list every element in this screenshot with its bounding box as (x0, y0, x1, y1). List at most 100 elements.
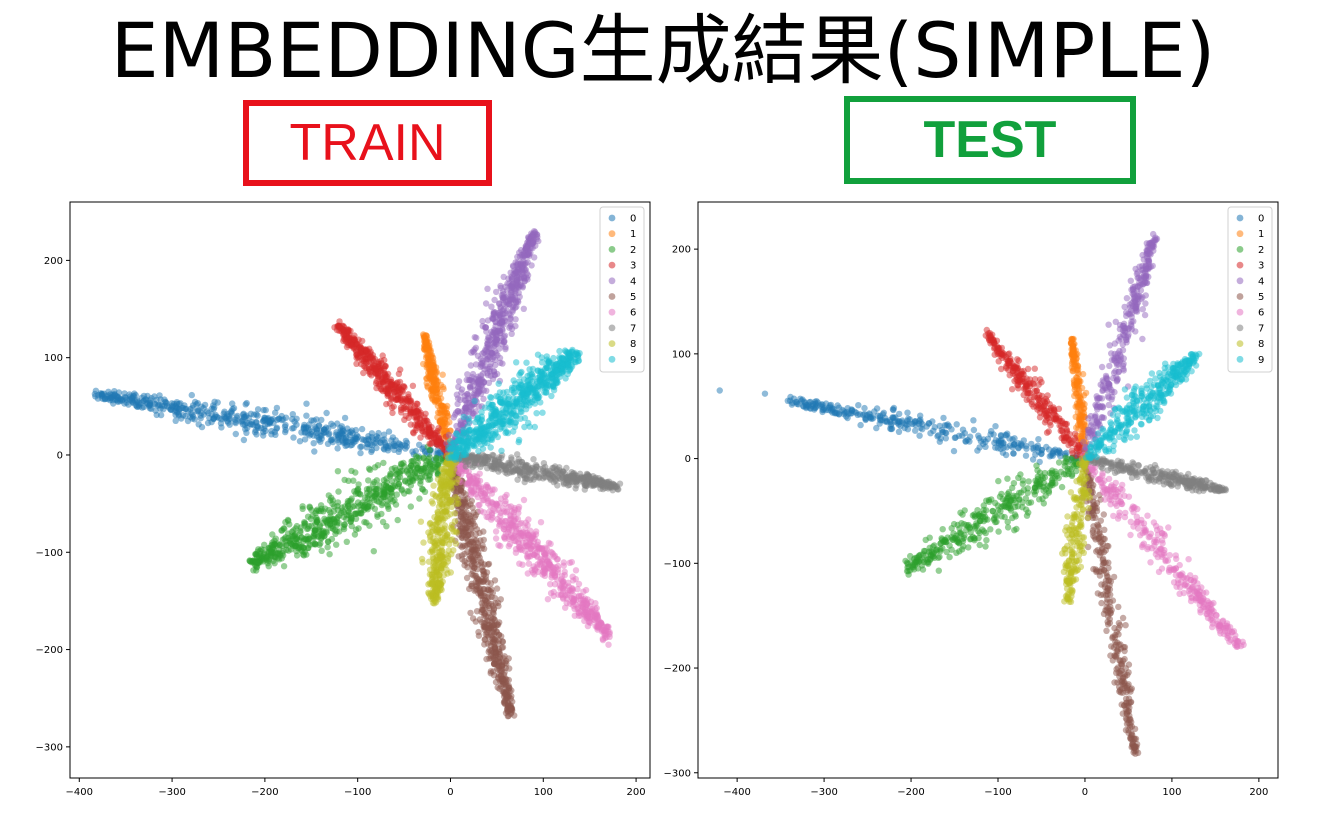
data-point (528, 384, 536, 391)
data-point (371, 479, 378, 486)
data-point (466, 418, 473, 425)
data-point (580, 596, 587, 603)
train-label-box: TRAIN (243, 100, 492, 186)
data-point (484, 285, 491, 292)
data-point (488, 511, 496, 519)
data-point (413, 415, 421, 422)
data-point (318, 528, 325, 535)
data-point (409, 448, 416, 455)
data-point (460, 426, 467, 434)
data-point (502, 500, 509, 507)
data-point (540, 467, 547, 475)
data-point (538, 545, 546, 552)
data-point (407, 503, 414, 510)
data-point (508, 687, 515, 694)
data-point (564, 590, 572, 597)
data-point (328, 515, 335, 523)
data-point (360, 369, 367, 377)
data-point (417, 434, 424, 441)
data-point (480, 509, 487, 516)
x-tick-label: −400 (723, 787, 750, 798)
x-tick-label: 0 (1082, 787, 1088, 798)
data-point (421, 346, 428, 354)
data-point (151, 401, 159, 408)
data-point (462, 463, 469, 470)
x-tick-label: −100 (984, 787, 1011, 798)
data-point (373, 378, 380, 385)
data-point (614, 486, 621, 493)
data-point (482, 619, 489, 626)
data-point (460, 451, 467, 459)
data-point (345, 502, 352, 509)
data-point (243, 399, 250, 407)
data-point (478, 545, 485, 552)
data-point (547, 548, 554, 556)
data-point (453, 529, 461, 536)
data-point (210, 402, 217, 409)
y-tick-label: −200 (664, 664, 691, 675)
data-point (519, 532, 527, 539)
data-point (472, 361, 480, 368)
data-point (490, 506, 497, 513)
series-8-points (417, 451, 462, 607)
data-point (301, 436, 309, 443)
data-point (361, 518, 368, 526)
data-point (500, 273, 507, 281)
data-point (424, 342, 432, 349)
data-point (379, 352, 386, 359)
data-point (414, 459, 421, 467)
data-point (325, 431, 332, 438)
data-point (389, 434, 397, 441)
data-point (472, 408, 479, 415)
data-point (172, 411, 179, 419)
data-point (466, 552, 474, 559)
data-point (479, 350, 486, 357)
data-point (514, 398, 521, 406)
data-point (421, 417, 429, 425)
data-point (375, 429, 382, 437)
data-point (388, 478, 396, 485)
legend-marker-1 (608, 230, 616, 238)
data-point (313, 416, 320, 423)
data-point (485, 560, 493, 568)
data-point (407, 409, 415, 417)
data-point (531, 254, 538, 261)
data-point (385, 387, 393, 394)
data-point (383, 475, 390, 482)
data-point (435, 425, 442, 432)
data-point (519, 284, 526, 291)
data-point (500, 306, 508, 313)
data-point (330, 508, 337, 515)
data-point (523, 359, 530, 366)
data-point (378, 510, 385, 518)
data-point (391, 389, 398, 396)
data-point (299, 503, 306, 510)
data-point (316, 522, 324, 529)
data-point (505, 712, 512, 720)
data-point (432, 389, 439, 396)
data-point (493, 622, 500, 629)
data-point (463, 391, 471, 398)
data-point (429, 547, 436, 554)
data-point (501, 425, 508, 432)
data-point (357, 449, 364, 457)
data-point (439, 383, 447, 391)
data-point (311, 448, 318, 455)
data-point (480, 395, 487, 403)
data-point (513, 303, 520, 310)
data-point (503, 676, 510, 683)
data-point (492, 535, 500, 542)
data-point (473, 546, 480, 554)
data-point (507, 513, 514, 520)
data-point (111, 391, 118, 398)
data-point (417, 518, 425, 525)
data-point (559, 362, 566, 370)
test-label: TEST (923, 111, 1057, 169)
data-point (329, 436, 336, 443)
data-point (496, 300, 503, 307)
x-tick-label: −100 (344, 787, 371, 798)
data-point (507, 695, 514, 702)
data-point (438, 566, 445, 574)
data-point (407, 400, 414, 407)
data-point (252, 551, 260, 558)
